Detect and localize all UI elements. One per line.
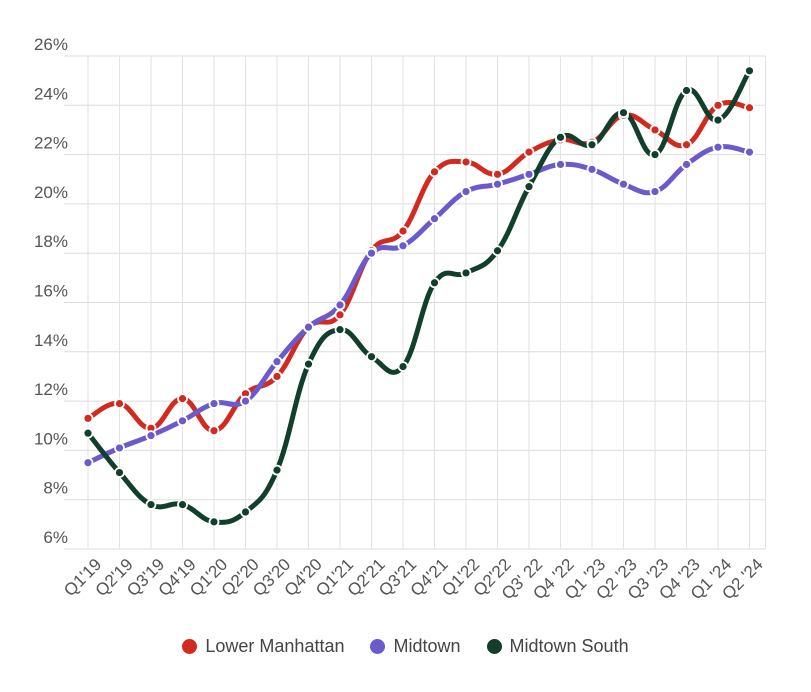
data-point-lower-manhattan[interactable]: [649, 124, 661, 136]
y-tick-label: 14%: [34, 331, 68, 350]
data-point-midtown[interactable]: [114, 442, 125, 454]
data-point-midtown[interactable]: [397, 240, 409, 252]
legend-label-lower-manhattan: Lower Manhattan: [205, 636, 345, 656]
data-point-midtown-south[interactable]: [177, 499, 188, 511]
data-point-midtown-south[interactable]: [744, 65, 755, 77]
data-point-midtown[interactable]: [82, 457, 94, 469]
data-point-midtown-south[interactable]: [649, 149, 661, 161]
data-point-midtown-south[interactable]: [586, 139, 598, 151]
data-point-lower-manhattan[interactable]: [397, 225, 409, 237]
data-point-lower-manhattan[interactable]: [114, 398, 125, 409]
data-point-midtown[interactable]: [492, 178, 503, 190]
data-point-lower-manhattan[interactable]: [82, 412, 94, 424]
legend-item-midtown[interactable]: Midtown: [370, 636, 461, 657]
legend-item-midtown-south[interactable]: Midtown South: [486, 636, 629, 657]
data-point-lower-manhattan[interactable]: [712, 99, 724, 111]
data-point-midtown[interactable]: [618, 178, 629, 190]
data-point-midtown-south[interactable]: [681, 85, 692, 96]
series-points: [82, 65, 755, 528]
data-point-midtown[interactable]: [208, 398, 220, 409]
data-point-lower-manhattan[interactable]: [744, 102, 755, 114]
y-tick-label: 26%: [34, 35, 68, 54]
data-point-midtown[interactable]: [555, 159, 566, 170]
y-tick-label: 24%: [34, 84, 68, 103]
data-point-lower-manhattan[interactable]: [460, 156, 472, 168]
y-tick-label: 22%: [34, 134, 68, 153]
data-point-midtown-south[interactable]: [712, 114, 724, 126]
data-point-midtown[interactable]: [271, 356, 283, 368]
legend-label-midtown-south: Midtown South: [509, 636, 629, 656]
y-tick-label: 18%: [34, 232, 68, 251]
data-point-midtown[interactable]: [240, 395, 251, 407]
data-point-midtown[interactable]: [366, 247, 377, 259]
data-point-midtown-south[interactable]: [334, 324, 346, 336]
data-point-midtown[interactable]: [429, 213, 440, 225]
x-axis-ticks: Q1'19Q2'19Q3'19Q4'19Q1'20Q2'20Q3'20Q4'20…: [60, 555, 767, 603]
legend-swatch-midtown-south: [486, 639, 502, 654]
y-tick-label: 8%: [43, 479, 68, 498]
data-point-midtown-south[interactable]: [429, 277, 440, 289]
data-point-lower-manhattan[interactable]: [271, 371, 283, 382]
y-tick-label: 20%: [34, 183, 68, 202]
data-point-midtown-south[interactable]: [492, 245, 503, 257]
data-point-midtown[interactable]: [460, 186, 472, 197]
y-tick-label: 16%: [34, 282, 68, 301]
data-point-lower-manhattan[interactable]: [492, 168, 503, 180]
data-point-midtown-south[interactable]: [366, 351, 377, 363]
data-point-midtown[interactable]: [649, 186, 661, 197]
y-axis-ticks: 6% 8% 10% 12% 14% 16% 18% 20% 22% 24% 26%: [34, 35, 68, 547]
data-point-midtown-south[interactable]: [555, 131, 566, 143]
legend-swatch-lower-manhattan: [182, 639, 198, 654]
data-point-midtown[interactable]: [586, 163, 598, 175]
series-line-midtown: [85, 144, 752, 466]
data-point-midtown-south[interactable]: [271, 464, 283, 476]
data-point-midtown[interactable]: [712, 141, 724, 153]
data-point-lower-manhattan[interactable]: [429, 166, 440, 178]
data-point-lower-manhattan[interactable]: [177, 393, 188, 405]
data-point-midtown-south[interactable]: [114, 467, 125, 478]
legend: Lower Manhattan Midtown Midtown South: [0, 636, 811, 657]
grid: [64, 55, 766, 550]
y-tick-label: 12%: [34, 380, 68, 399]
data-point-midtown-south[interactable]: [303, 358, 314, 370]
series-line-lower-manhattan: [85, 99, 752, 434]
data-point-midtown[interactable]: [177, 415, 188, 427]
data-point-midtown[interactable]: [145, 430, 157, 442]
data-point-midtown[interactable]: [523, 168, 535, 180]
data-point-midtown[interactable]: [334, 299, 346, 311]
legend-label-midtown: Midtown: [393, 636, 461, 656]
data-point-lower-manhattan[interactable]: [523, 146, 535, 158]
data-point-midtown[interactable]: [681, 159, 692, 170]
data-point-midtown-south[interactable]: [145, 499, 157, 511]
data-point-midtown-south[interactable]: [82, 427, 94, 439]
y-tick-label: 10%: [34, 429, 68, 448]
data-point-midtown-south[interactable]: [397, 361, 409, 372]
data-point-midtown-south[interactable]: [618, 107, 629, 119]
data-point-lower-manhattan[interactable]: [334, 309, 346, 321]
series-lines: [85, 68, 752, 525]
series-line-midtown-south: [85, 68, 752, 525]
data-point-lower-manhattan[interactable]: [681, 139, 692, 151]
data-point-midtown[interactable]: [303, 321, 314, 333]
data-point-midtown[interactable]: [744, 146, 755, 158]
legend-swatch-midtown: [370, 639, 386, 654]
legend-item-lower-manhattan[interactable]: Lower Manhattan: [182, 636, 344, 657]
data-point-midtown-south[interactable]: [240, 506, 251, 518]
data-point-midtown-south[interactable]: [208, 516, 220, 528]
data-point-midtown-south[interactable]: [460, 267, 472, 279]
data-point-midtown-south[interactable]: [523, 181, 535, 193]
y-tick-label: 6%: [43, 528, 68, 547]
data-point-lower-manhattan[interactable]: [208, 425, 220, 437]
